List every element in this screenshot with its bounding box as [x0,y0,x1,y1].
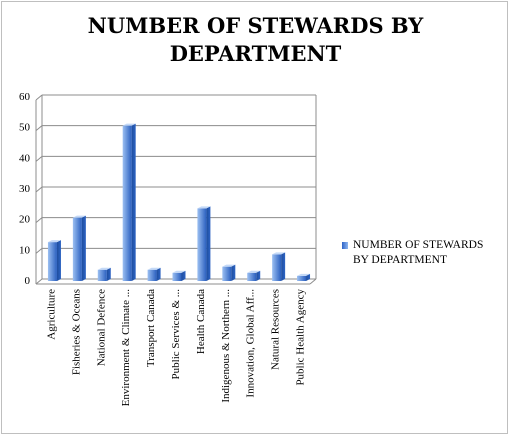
legend-label-line2: BY DEPARTMENT [353,254,447,266]
x-category-label: Health Canada [195,289,207,354]
x-category-label: Environment & Climate ... [120,289,132,407]
bar [297,275,307,281]
bars [47,123,311,281]
bar-top [72,215,86,218]
gridline-depth [35,278,43,285]
bar [222,266,232,281]
bar-side [181,270,186,281]
legend-label: NUMBER OF STEWARDS BY DEPARTMENT [353,238,493,268]
chart-title-line2: DEPARTMENT [169,41,342,66]
x-category-label: Innovation, Global Aff... [245,289,257,398]
bar-top [122,123,136,126]
bar-side [131,123,136,281]
bar [47,242,57,281]
x-axis-labels: Agriculture Fisheries & Oceans National De… [45,289,306,407]
gridlines [35,94,316,285]
bar-top [47,240,61,243]
legend-label-line1: NUMBER OF STEWARDS [353,239,484,251]
y-tick-label: 50 [19,122,31,134]
gridline-depth [35,94,43,101]
bar [172,272,182,281]
bar-side [81,215,86,281]
y-tick-label: 10 [19,244,31,256]
bar-top [147,267,161,270]
y-tick-label: 40 [19,152,31,164]
y-tick-label: 60 [19,91,31,103]
bar-top [197,206,211,209]
bar-side [206,206,211,281]
x-category-label: Public Health Agency [295,289,307,386]
chart-title: NUMBER OF STEWARDS BY DEPARTMENT [0,12,511,68]
bar [122,125,132,281]
bar [197,208,207,281]
bar-side [256,270,261,281]
bar-side [281,252,286,281]
bar-top [97,267,111,270]
bar [72,217,82,281]
y-tick-label: 20 [19,214,31,226]
gridline-depth [35,186,43,193]
gridline-depth [35,125,43,132]
floor-right-edge [309,278,317,285]
bar-side [156,267,161,281]
legend-swatch [342,242,348,249]
gridline-depth [35,155,43,162]
chart-title-line1: NUMBER OF STEWARDS BY [87,13,424,38]
bar-side [106,267,111,281]
bar [97,269,107,281]
y-axis-ticks: 0 10 20 30 40 50 60 [19,91,31,287]
bar-side [231,264,236,281]
bar-top [247,270,261,273]
y-tick-label: 30 [19,183,31,195]
gridline-depth [35,217,43,224]
x-category-label: Natural Resources [270,289,282,370]
bar-top [297,273,311,276]
bar-top [222,264,236,267]
bar [147,269,157,281]
axes [35,95,317,285]
x-category-label: Fisheries & Oceans [70,289,82,375]
x-category-label: Public Services & ... [170,289,182,380]
bar [272,254,282,281]
bar-side [306,273,311,281]
bar-top [272,252,286,255]
x-category-label: Transport Canada [145,289,157,367]
x-category-label: Agriculture [45,289,57,340]
x-category-label: Indigenous & Northern ... [220,289,232,403]
bar [247,272,257,281]
x-category-label: National Defence [95,289,107,366]
y-tick-label: 0 [25,275,31,287]
bar-top [172,270,186,273]
gridline-depth [35,247,43,254]
bar-side [56,240,61,281]
